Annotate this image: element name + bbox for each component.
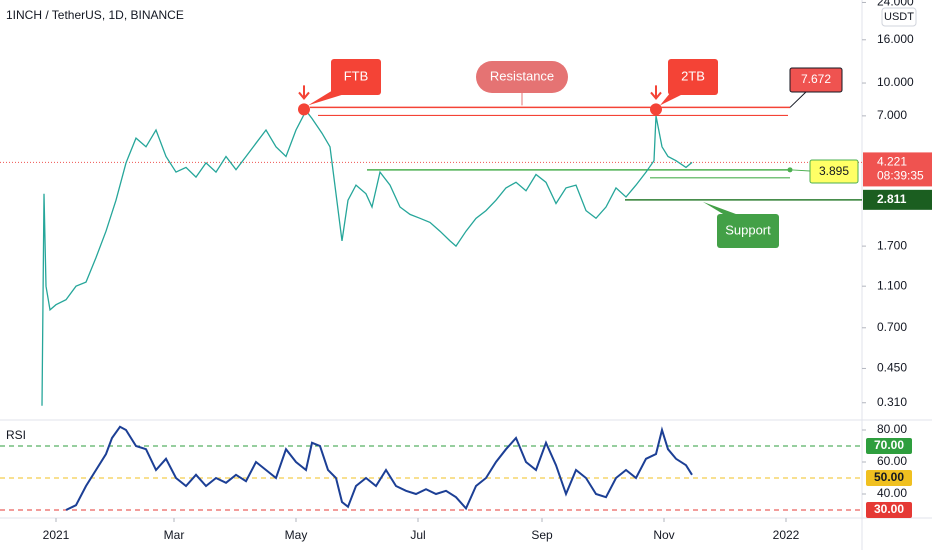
x-tick-label: Sep bbox=[531, 528, 553, 542]
pattern-dot bbox=[650, 103, 662, 116]
callout-box bbox=[476, 61, 568, 93]
x-tick-label: 2022 bbox=[773, 528, 800, 542]
level-label: 7.672 bbox=[801, 72, 831, 86]
series-line bbox=[65, 425, 693, 511]
y-tick-label: 60.00 bbox=[877, 454, 907, 468]
y-tick-label: 24.000 bbox=[877, 0, 914, 9]
support-price-box bbox=[863, 189, 932, 210]
y-tick-label: 40.00 bbox=[877, 486, 907, 500]
y-tick-label: 16.000 bbox=[877, 32, 914, 46]
countdown-label: 08:39:35 bbox=[877, 169, 924, 183]
rsi-level-box bbox=[866, 470, 912, 486]
series-line bbox=[41, 109, 693, 406]
pattern-arrow bbox=[298, 85, 310, 100]
callout-text: Support bbox=[725, 222, 771, 237]
rsi-level-label: 70.00 bbox=[874, 438, 904, 452]
callout-text: FTB bbox=[344, 68, 369, 83]
y-tick-label: 7.000 bbox=[877, 108, 907, 122]
level-box bbox=[809, 159, 859, 184]
rsi-level-label: 30.00 bbox=[874, 502, 904, 516]
pattern-dot bbox=[298, 103, 310, 116]
y-tick-label: 0.700 bbox=[877, 320, 907, 334]
rsi-level-box bbox=[866, 502, 912, 518]
y-tick-label: 10.000 bbox=[877, 75, 914, 89]
y-tick-label: 1.100 bbox=[877, 278, 907, 292]
level-pointer bbox=[789, 169, 811, 172]
y-tick-label: 1.700 bbox=[877, 238, 907, 252]
pattern-arrow bbox=[650, 85, 662, 100]
current-price-label: 4.221 bbox=[877, 155, 907, 169]
rsi-level-label: 50.00 bbox=[874, 470, 904, 484]
callout-tail bbox=[703, 201, 744, 217]
rsi-level-box bbox=[866, 438, 912, 454]
x-tick-label: May bbox=[285, 528, 308, 542]
callout-text: 2TB bbox=[681, 68, 705, 83]
x-tick-label: Mar bbox=[164, 528, 185, 542]
support-price-label: 2.811 bbox=[877, 192, 907, 206]
rsi-label: RSI bbox=[6, 428, 26, 442]
x-tick-label: Nov bbox=[653, 528, 674, 542]
unit-box bbox=[881, 7, 917, 27]
y-tick-label: 0.450 bbox=[877, 361, 907, 375]
level-pointer bbox=[789, 89, 809, 108]
callout-box bbox=[668, 59, 718, 95]
chart-title: 1INCH / TetherUS, 1D, BINANCE bbox=[6, 8, 184, 22]
y-tick-label: 0.310 bbox=[877, 395, 907, 409]
callout-box bbox=[717, 214, 779, 248]
level-box bbox=[789, 67, 843, 93]
x-tick-label: Jul bbox=[410, 528, 425, 542]
y-tick-label: 80.00 bbox=[877, 422, 907, 436]
callout-box bbox=[331, 59, 381, 95]
unit-label: USDT bbox=[884, 11, 914, 23]
x-tick-label: 2021 bbox=[43, 528, 70, 542]
current-price-box bbox=[863, 152, 932, 187]
level-label: 3.895 bbox=[819, 164, 849, 178]
callout-text: Resistance bbox=[490, 68, 554, 83]
